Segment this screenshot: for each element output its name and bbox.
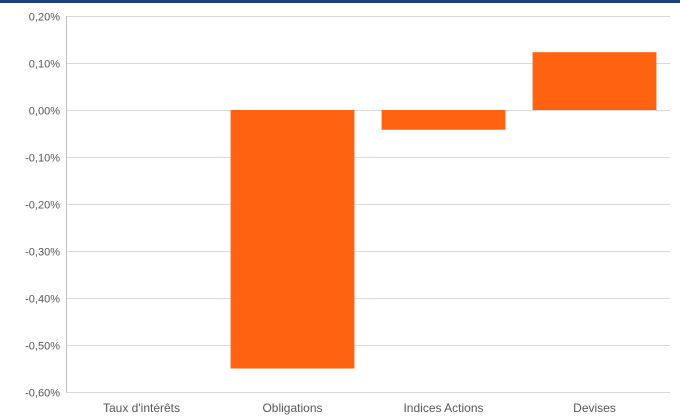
y-tick-label: -0,20% <box>25 200 60 212</box>
y-axis-tick-labels: 0,20% 0,10% 0,00% -0,10% -0,20% -0,30% -0,40% -… <box>25 12 60 400</box>
y-tick-label: -0,40% <box>25 294 60 306</box>
y-tick-label: 0,20% <box>29 12 60 24</box>
y-tick-label: -0,10% <box>25 153 60 165</box>
y-tick-label: -0,30% <box>25 247 60 259</box>
y-tick-label: 0,10% <box>29 59 60 71</box>
x-category-label: Taux d'intérêts <box>103 401 180 415</box>
x-axis-category-labels: Taux d'intérêts Obligations Indices Action… <box>103 401 616 415</box>
x-category-label: Indices Actions <box>403 401 483 415</box>
bar-3 <box>532 52 657 110</box>
y-tick-label: 0,00% <box>29 106 60 118</box>
x-category-label: Obligations <box>262 401 322 415</box>
bars <box>230 52 657 369</box>
bar-1 <box>230 110 355 369</box>
x-category-label: Devises <box>573 401 616 415</box>
y-tick-label: -0,50% <box>25 341 60 353</box>
y-tick-label: -0,60% <box>25 388 60 400</box>
bar-2 <box>381 110 506 130</box>
header-rule <box>0 0 680 3</box>
